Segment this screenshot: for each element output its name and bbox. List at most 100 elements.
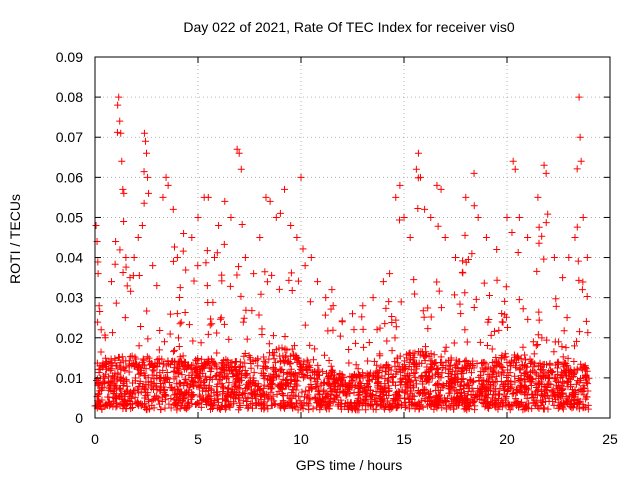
- data-point: [98, 405, 106, 413]
- data-point: [564, 354, 572, 362]
- data-point: [208, 375, 216, 383]
- data-point: [276, 352, 284, 360]
- data-point: [513, 389, 521, 397]
- data-point: [508, 390, 516, 398]
- data-point: [123, 377, 131, 385]
- data-point: [500, 399, 508, 407]
- data-point: [252, 357, 260, 365]
- data-point: [148, 371, 156, 379]
- data-point: [452, 254, 459, 262]
- data-point: [170, 346, 178, 354]
- data-point: [485, 378, 493, 386]
- data-point: [470, 364, 478, 372]
- data-point: [267, 376, 275, 384]
- data-point: [157, 405, 165, 413]
- data-point: [230, 381, 238, 389]
- data-point: [433, 401, 441, 409]
- data-point: [110, 382, 118, 390]
- data-point: [434, 369, 442, 377]
- data-point: [203, 282, 211, 290]
- x-tick-label: 10: [293, 431, 309, 447]
- data-point: [576, 133, 584, 141]
- data-point: [306, 298, 314, 306]
- data-point: [218, 363, 226, 371]
- data-point: [276, 357, 284, 365]
- data-point: [240, 389, 248, 397]
- data-point: [557, 368, 565, 376]
- data-point: [427, 313, 435, 321]
- data-point: [509, 157, 517, 165]
- data-point: [137, 388, 145, 396]
- data-point: [219, 383, 227, 391]
- data-point: [99, 379, 107, 387]
- data-point: [450, 339, 458, 347]
- data-point: [393, 368, 401, 376]
- data-point: [180, 392, 188, 400]
- data-point: [416, 173, 424, 181]
- data-point: [143, 353, 151, 361]
- data-point: [495, 326, 503, 334]
- data-point: [524, 234, 532, 241]
- data-point: [235, 406, 243, 414]
- data-point: [288, 345, 296, 353]
- data-point: [437, 304, 445, 312]
- data-point: [560, 327, 568, 335]
- data-point: [188, 374, 196, 382]
- data-point: [461, 231, 469, 239]
- data-point: [381, 367, 389, 375]
- data-point: [96, 387, 104, 395]
- data-point: [581, 371, 589, 379]
- data-point: [492, 362, 500, 370]
- data-point: [497, 378, 505, 386]
- data-point: [512, 395, 520, 403]
- data-point: [374, 378, 382, 386]
- data-point: [483, 341, 491, 349]
- data-point: [407, 366, 415, 374]
- data-point: [266, 197, 274, 205]
- data-point: [117, 376, 125, 384]
- data-point: [403, 390, 411, 398]
- data-point: [304, 391, 312, 399]
- data-point: [352, 339, 360, 347]
- data-point: [166, 310, 174, 318]
- data-point: [117, 129, 125, 137]
- data-point: [540, 360, 548, 368]
- data-point: [135, 383, 143, 391]
- data-point: [407, 378, 415, 386]
- data-point: [472, 295, 480, 303]
- data-point: [497, 355, 505, 363]
- data-point: [446, 389, 454, 397]
- data-point: [298, 365, 306, 373]
- data-point: [469, 387, 477, 395]
- data-point: [211, 372, 219, 380]
- data-point: [476, 338, 484, 346]
- data-point: [97, 386, 105, 394]
- data-point: [170, 348, 178, 356]
- data-point: [392, 316, 400, 324]
- data-point: [376, 385, 384, 393]
- data-point: [139, 355, 147, 363]
- data-point: [153, 363, 161, 371]
- data-point: [411, 349, 419, 357]
- data-point: [411, 399, 419, 407]
- data-point: [529, 338, 537, 346]
- data-point: [487, 365, 495, 373]
- data-point: [406, 394, 414, 402]
- data-point: [254, 380, 262, 388]
- data-point: [492, 391, 500, 399]
- data-point: [247, 400, 255, 408]
- data-point: [535, 239, 543, 247]
- data-point: [433, 365, 441, 373]
- data-point: [285, 276, 293, 284]
- data-point: [123, 386, 131, 394]
- data-point: [202, 398, 210, 406]
- data-point: [522, 385, 530, 393]
- data-point: [298, 370, 306, 378]
- data-point: [360, 343, 368, 351]
- data-point: [504, 371, 512, 379]
- data-point: [380, 395, 388, 403]
- data-point: [202, 259, 210, 267]
- data-point: [371, 397, 379, 405]
- data-point: [421, 394, 429, 402]
- data-point: [480, 358, 488, 366]
